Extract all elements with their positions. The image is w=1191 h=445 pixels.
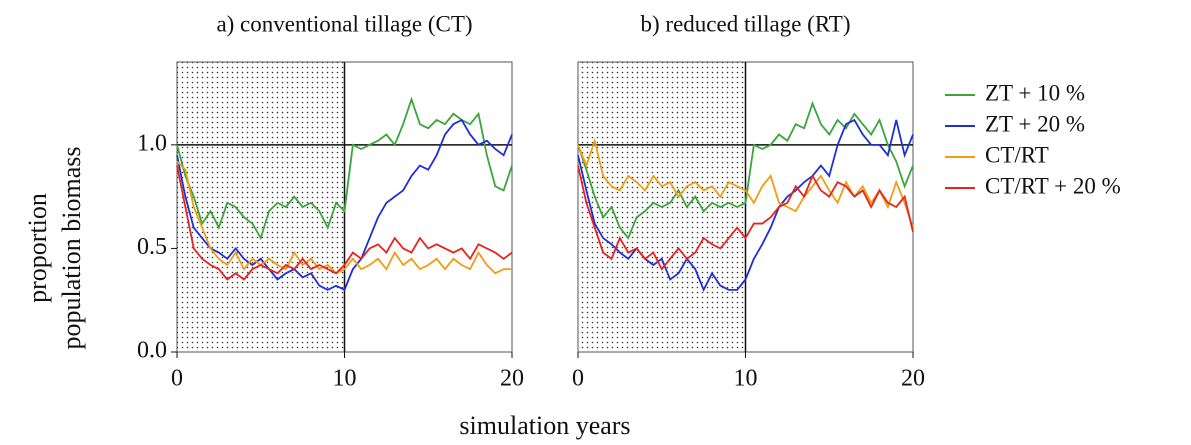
- x-tick-label: 0: [572, 366, 584, 392]
- series-line: [176, 165, 513, 281]
- y-tick-label: 0.0: [137, 338, 167, 364]
- legend-label: CT/RT: [985, 142, 1049, 167]
- series-line: [577, 137, 914, 229]
- x-axis-label: simulation years: [459, 411, 630, 440]
- shaded-region: [177, 62, 345, 352]
- y-axis-label: proportion: [23, 193, 52, 303]
- chart-title: a) conventional tillage (CT): [216, 11, 472, 36]
- x-tick-label: 0: [171, 366, 183, 392]
- x-tick-label: 20: [901, 366, 925, 392]
- y-tick-label: 1.0: [137, 130, 167, 156]
- series-line: [176, 160, 512, 275]
- series-line: [577, 165, 914, 271]
- x-tick-label: 20: [500, 366, 524, 392]
- series-line: [577, 118, 914, 293]
- y-tick-label: 0.5: [137, 234, 167, 260]
- x-tick-label: 10: [734, 366, 758, 392]
- y-axis-label: population biomass: [57, 147, 86, 350]
- legend-label: CT/RT + 20 %: [985, 173, 1121, 198]
- x-tick-label: 10: [333, 366, 357, 392]
- series-line: [577, 100, 914, 240]
- series-line: [176, 118, 513, 292]
- legend-label: ZT + 20 %: [985, 111, 1085, 136]
- series-line: [176, 96, 513, 241]
- chart-title: b) reduced tillage (RT): [641, 11, 851, 36]
- legend-label: ZT + 10 %: [985, 80, 1085, 105]
